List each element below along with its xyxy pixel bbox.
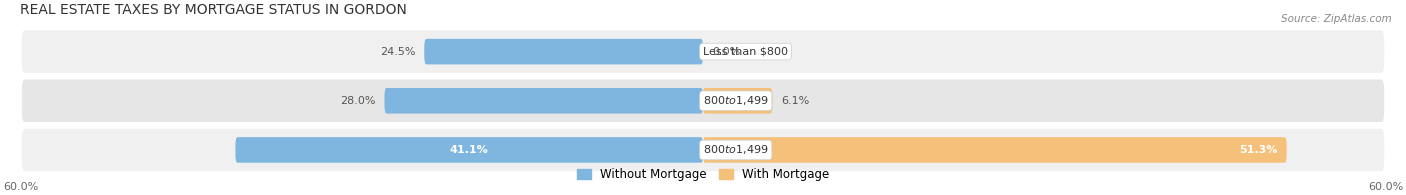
Text: 24.5%: 24.5% [380,47,415,57]
Text: Less than $800: Less than $800 [703,47,787,57]
FancyBboxPatch shape [21,127,1385,173]
Text: $800 to $1,499: $800 to $1,499 [703,144,769,156]
Text: 51.3%: 51.3% [1239,145,1278,155]
FancyBboxPatch shape [21,78,1385,123]
Text: 41.1%: 41.1% [450,145,489,155]
FancyBboxPatch shape [384,88,703,113]
FancyBboxPatch shape [703,137,1286,163]
Text: Source: ZipAtlas.com: Source: ZipAtlas.com [1281,14,1392,24]
Text: 0.0%: 0.0% [711,47,741,57]
Text: 6.1%: 6.1% [782,96,810,106]
Text: 28.0%: 28.0% [340,96,375,106]
FancyBboxPatch shape [703,88,772,113]
Text: $800 to $1,499: $800 to $1,499 [703,94,769,107]
Legend: Without Mortgage, With Mortgage: Without Mortgage, With Mortgage [572,164,834,186]
FancyBboxPatch shape [235,137,703,163]
FancyBboxPatch shape [21,29,1385,74]
FancyBboxPatch shape [425,39,703,64]
Text: REAL ESTATE TAXES BY MORTGAGE STATUS IN GORDON: REAL ESTATE TAXES BY MORTGAGE STATUS IN … [21,3,408,17]
